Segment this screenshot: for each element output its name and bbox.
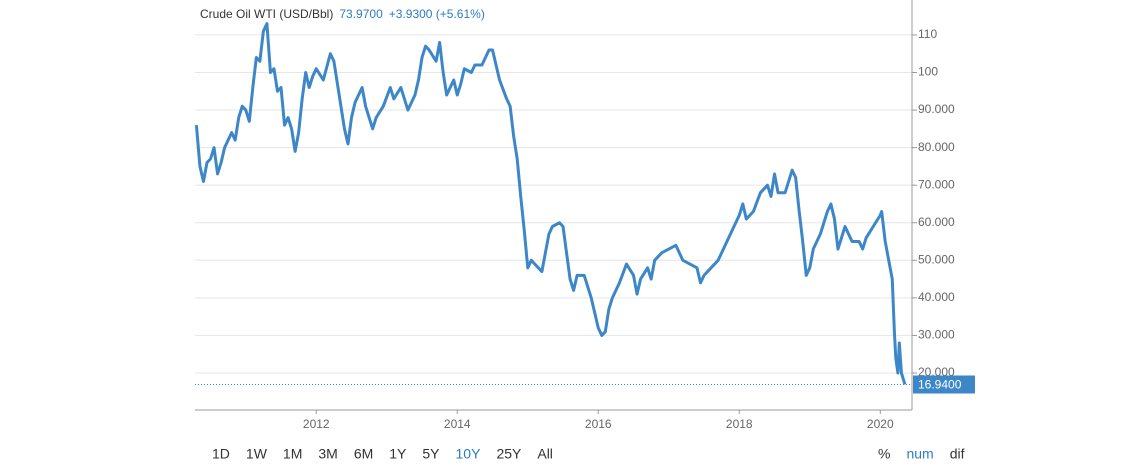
y-tick-label: 80.000 <box>918 140 955 154</box>
y-tick-label: 60.000 <box>918 215 955 229</box>
range-button[interactable]: 1W <box>246 446 268 462</box>
title: Crude Oil WTI (USD/Bbl) <box>200 7 333 21</box>
range-button[interactable]: 6M <box>354 446 373 462</box>
range-button[interactable]: 5Y <box>422 446 440 462</box>
price-line <box>194 22 907 385</box>
current-price-box <box>913 375 975 394</box>
unit-button[interactable]: num <box>906 446 933 462</box>
y-tick-label: 90.000 <box>918 102 955 116</box>
current-price-label: 16.9400 <box>918 378 962 392</box>
x-tick-label: 2018 <box>726 417 753 431</box>
y-tick-label: 40.000 <box>918 290 955 304</box>
unit-button[interactable]: % <box>878 446 890 462</box>
price: 73.9700 <box>339 7 383 21</box>
range-button[interactable]: 3M <box>318 446 337 462</box>
chart-title: Crude Oil WTI (USD/Bbl) 73.9700 +3.9300 (+… <box>200 7 485 21</box>
y-tick-label: 50.000 <box>918 252 955 266</box>
range-button[interactable]: 25Y <box>496 446 522 462</box>
y-tick-label: 100 <box>918 65 938 79</box>
x-tick-label: 2020 <box>867 417 894 431</box>
x-tick-label: 2016 <box>585 417 612 431</box>
range-button[interactable]: 10Y <box>456 446 482 462</box>
range-button[interactable]: 1M <box>283 446 302 462</box>
range-button[interactable]: 1Y <box>389 446 407 462</box>
change: +3.9300 (+5.61%) <box>389 7 485 21</box>
range-button[interactable]: 1D <box>212 446 230 462</box>
range-button[interactable]: All <box>537 446 553 462</box>
y-tick-label: 70.000 <box>918 177 955 191</box>
y-tick-label: 30.000 <box>918 328 955 342</box>
unit-button[interactable]: dif <box>950 446 965 462</box>
x-tick-label: 2014 <box>444 417 471 431</box>
y-tick-label: 110 <box>918 27 937 41</box>
x-tick-label: 2012 <box>303 417 330 431</box>
